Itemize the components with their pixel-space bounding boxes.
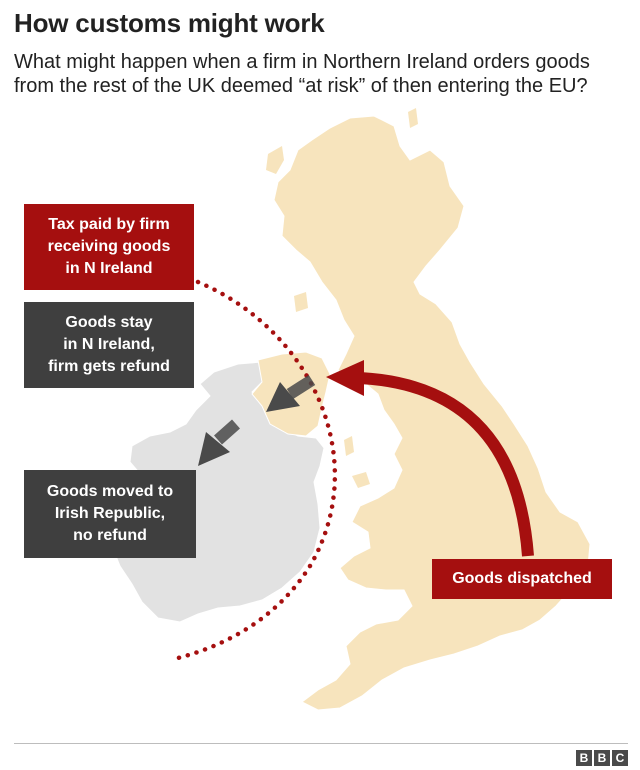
customs-border-dotted-arc (175, 279, 337, 661)
moved-arrow-shaft (214, 419, 240, 445)
stay-arrow-shaft (286, 374, 316, 400)
isle-of-man-island (344, 436, 354, 456)
islay-island (294, 292, 308, 312)
goods-moved-label: Goods moved to Irish Republic, no refund (24, 470, 196, 558)
page-title: How customs might work (14, 8, 325, 38)
moved-arrow-head (198, 432, 230, 466)
goods-dispatched-label: Goods dispatched (432, 559, 612, 599)
footer-divider (14, 743, 628, 744)
bbc-logo: B B C (576, 750, 628, 766)
bbc-logo-letter: B (594, 750, 610, 766)
page-subtitle: What might happen when a firm in Norther… (14, 51, 590, 97)
anglesey-island (352, 472, 370, 488)
bbc-logo-letter: B (576, 750, 592, 766)
shetland-island (408, 108, 418, 128)
tax-paid-label: Tax paid by firm receiving goods in N Ir… (24, 204, 194, 290)
hebrides-island (266, 146, 284, 174)
bbc-logo-letter: C (612, 750, 628, 766)
stay-arrow-head (266, 382, 300, 412)
dispatch-arrow-shaft (359, 372, 534, 557)
skye-island (286, 182, 304, 206)
goods-stay-label: Goods stay in N Ireland, firm gets refun… (24, 302, 194, 388)
dispatch-arrow-head (326, 360, 364, 396)
